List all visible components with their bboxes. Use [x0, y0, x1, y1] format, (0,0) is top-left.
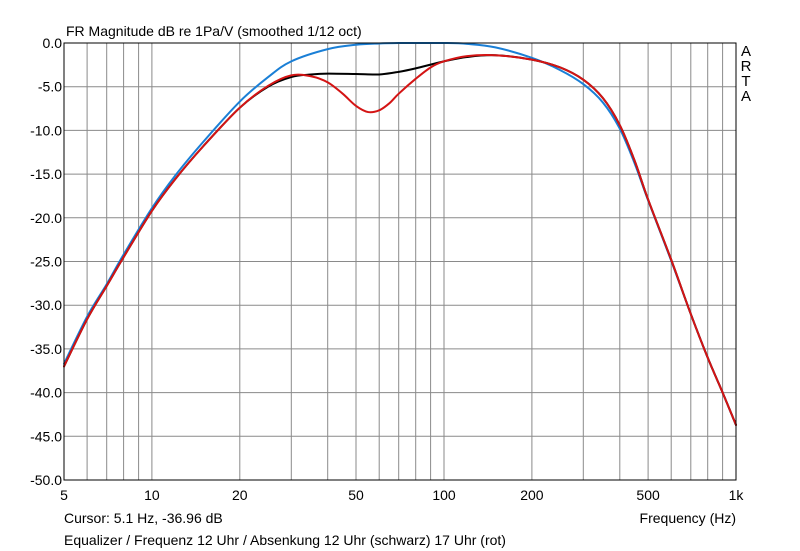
caption-text: Equalizer / Frequenz 12 Uhr / Absenkung … [64, 532, 506, 548]
x-tick-label: 500 [636, 487, 660, 503]
y-tick-label: -5.0 [38, 79, 62, 95]
plot-frame [63, 42, 737, 481]
x-tick-label: 20 [232, 487, 248, 503]
chart-title: FR Magnitude dB re 1Pa/V (smoothed 1/12 … [66, 23, 362, 39]
x-axis-label: Frequency (Hz) [640, 510, 736, 526]
y-tick-label: -35.0 [30, 341, 62, 357]
series-group [63, 41, 737, 426]
y-tick-label: 0.0 [43, 35, 63, 51]
y-tick-label: -15.0 [30, 166, 62, 182]
side-label-letter: A [741, 88, 751, 105]
x-tick-label: 100 [432, 487, 456, 503]
series-line-black [63, 54, 737, 426]
series-line-red [63, 53, 737, 426]
y-tick-label: -25.0 [30, 254, 62, 270]
x-tick-label: 5 [60, 487, 68, 503]
grid [64, 43, 736, 480]
y-tick-label: -30.0 [30, 297, 62, 313]
x-tick-label: 50 [348, 487, 364, 503]
series-line-blue [63, 41, 737, 426]
x-tick-label: 200 [520, 487, 544, 503]
y-tick-label: -50.0 [30, 472, 62, 488]
y-tick-label: -20.0 [30, 210, 62, 226]
x-tick-label: 10 [144, 487, 160, 503]
x-tick-label: 1k [729, 487, 745, 503]
x-tick-labels: 5 10 20 50 100 200 500 1k [60, 487, 744, 503]
y-tick-label: -40.0 [30, 385, 62, 401]
side-label-letter: T [741, 73, 750, 90]
side-label-letter: R [741, 58, 752, 75]
y-tick-label: -10.0 [30, 122, 62, 138]
cursor-readout: Cursor: 5.1 Hz, -36.96 dB [64, 510, 223, 526]
side-label-letter: A [741, 43, 751, 60]
y-tick-labels: 0.0 -5.0 -10.0 -15.0 -20.0 -25.0 -30.0 -35.0 -40… [30, 35, 62, 488]
y-tick-label: -45.0 [30, 428, 62, 444]
